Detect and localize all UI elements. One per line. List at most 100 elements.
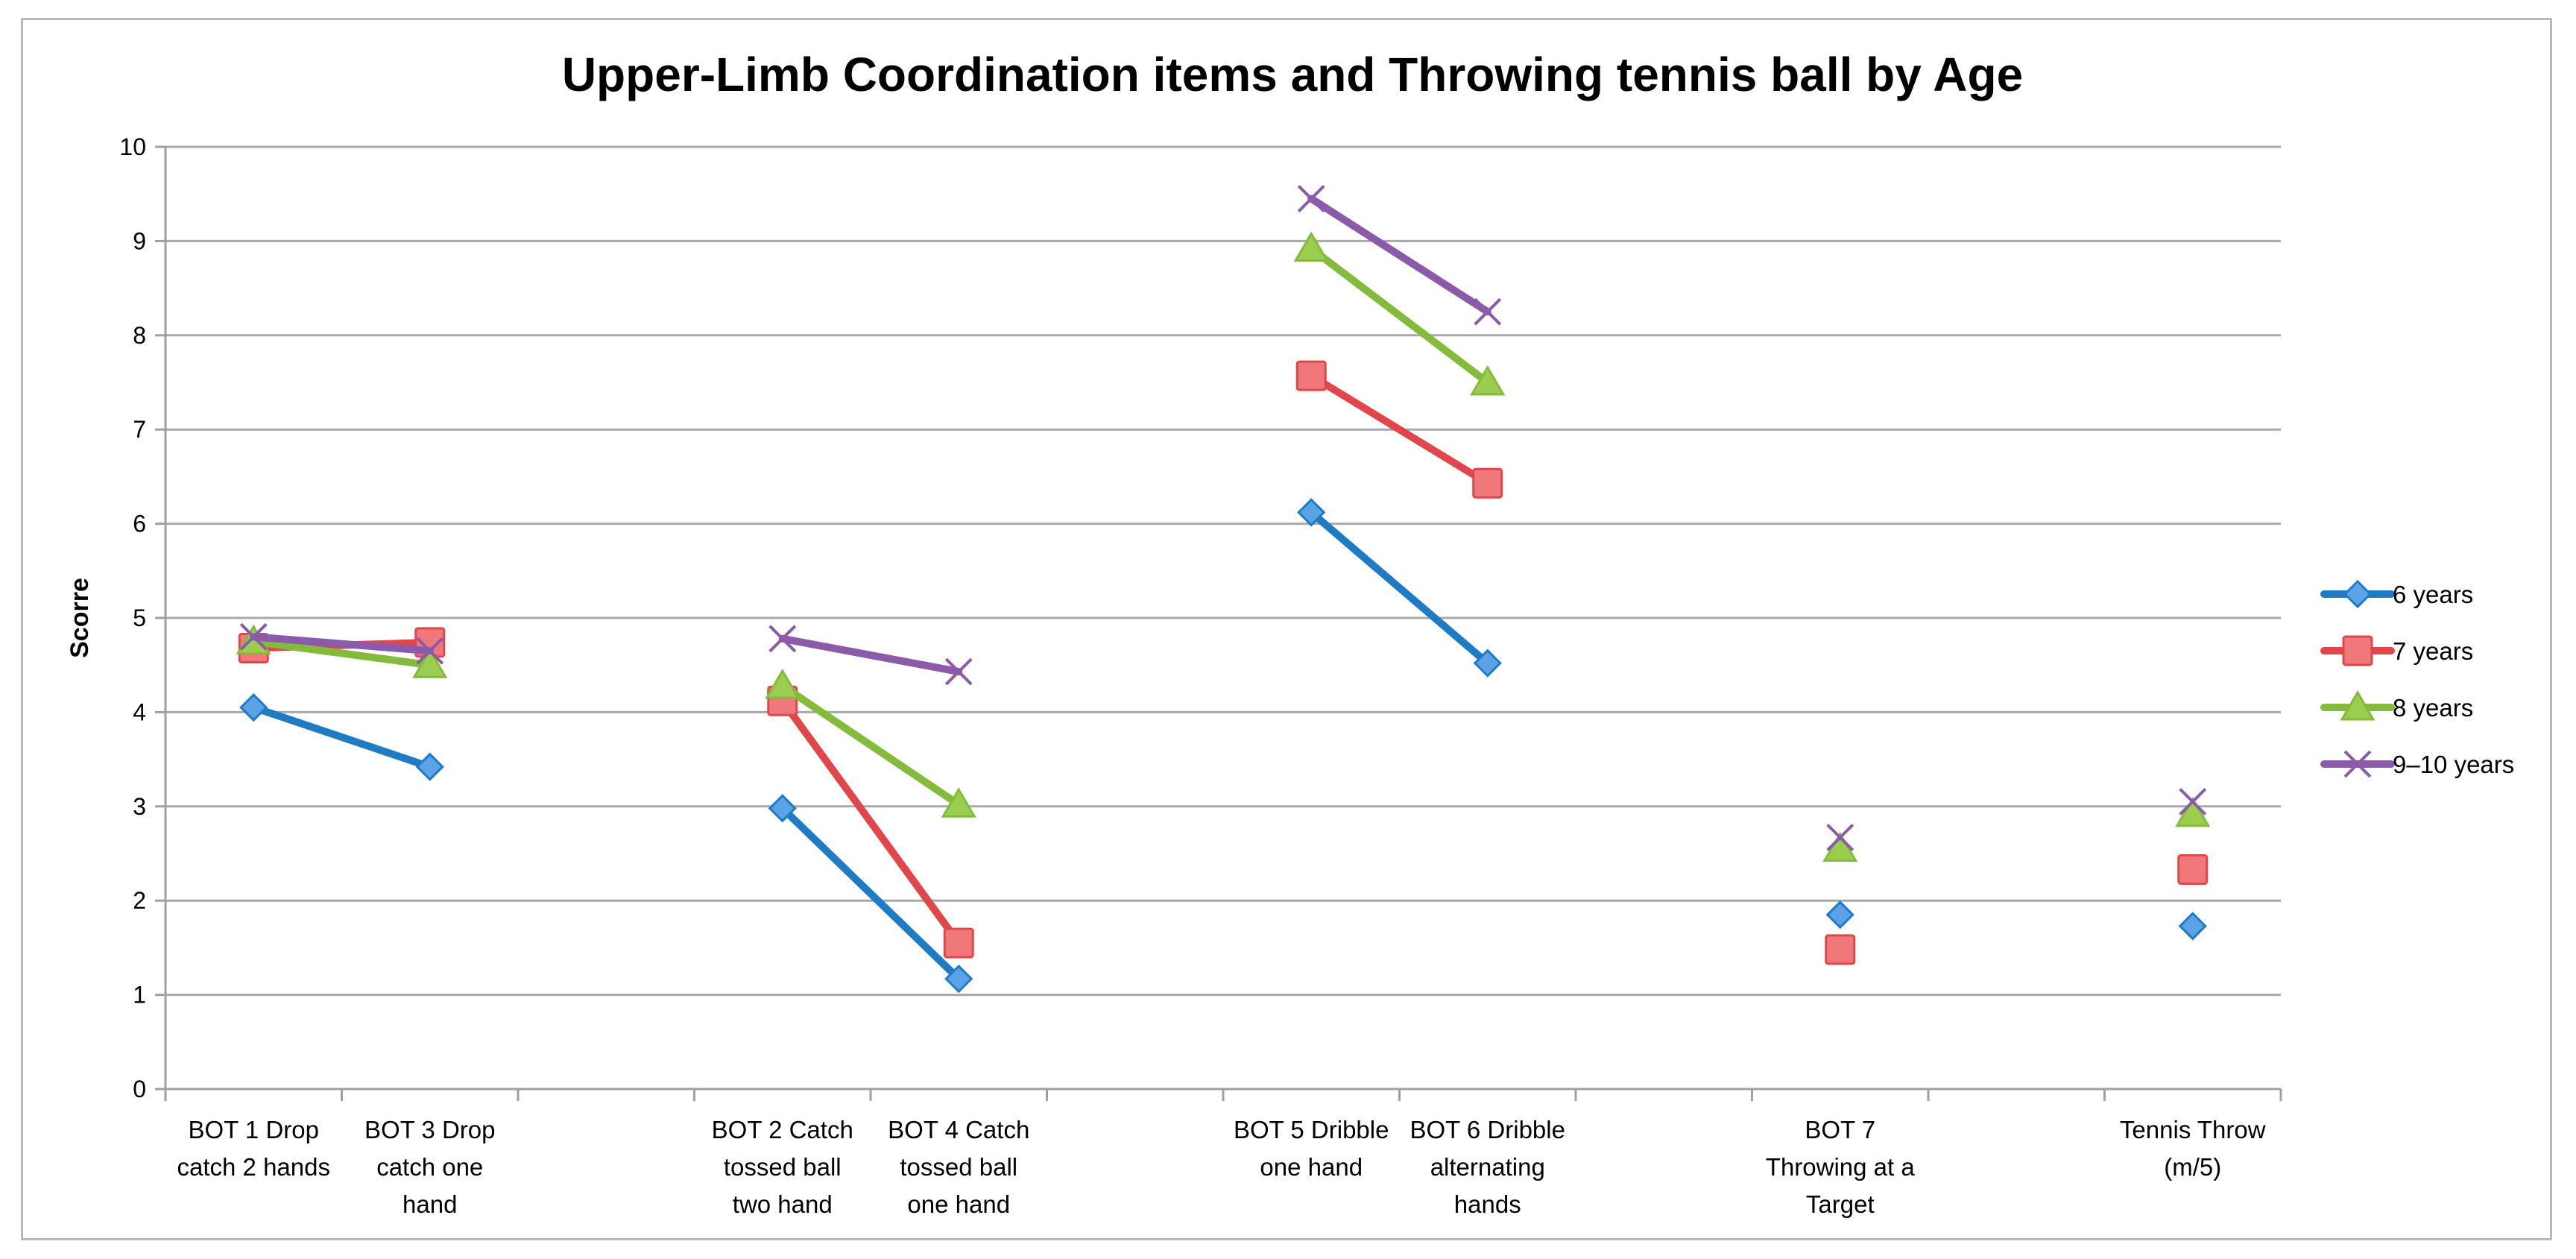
data-point [1293, 231, 1329, 262]
series-line [250, 637, 434, 669]
y-tick-label: 9 [133, 227, 146, 254]
data-point [944, 964, 973, 994]
series-7-years [238, 360, 2209, 965]
data-point [941, 787, 976, 818]
x-stroke [768, 625, 797, 653]
legend-item: 6 years [2320, 579, 2473, 609]
x-tick-label-line: two hand [733, 1190, 833, 1218]
legend-item: 8 years [2320, 690, 2473, 722]
axes [155, 145, 2282, 1101]
x-tick-label-line: BOT 4 Catch [888, 1116, 1029, 1143]
y-tick-label: 10 [119, 133, 146, 160]
series-line [1307, 244, 1491, 386]
y-tick-labels: 0 1 2 3 4 5 6 7 8 9 10 [119, 133, 146, 1102]
x-stroke [416, 637, 444, 665]
series-line [778, 804, 963, 983]
y-axis-label: Scorre [66, 578, 94, 658]
x-stroke [944, 657, 973, 686]
x-tick-label-line: Target [1806, 1190, 1875, 1218]
x-tick-label-line: catch one [376, 1153, 483, 1181]
series-line [1307, 195, 1491, 316]
data-point [765, 669, 801, 699]
data-point [416, 637, 444, 665]
data-point [2179, 788, 2207, 815]
legend-marker [2343, 750, 2372, 778]
data-point [1297, 185, 1325, 212]
x-stroke [2179, 788, 2207, 815]
data-point [1472, 467, 1503, 499]
data-point [1474, 297, 1502, 326]
data-point [2175, 796, 2211, 827]
x-tick-label-line: BOT 6 Dribble [1410, 1116, 1565, 1143]
series-line [778, 682, 963, 809]
gridlines [165, 145, 2281, 997]
x-tick-label: BOT 1 Drop catch 2 hands [177, 1116, 330, 1181]
legend: 6 years 7 years 8 years 9–10 years [2320, 579, 2514, 778]
legend-label: 8 years [2393, 694, 2473, 722]
x-tick-label-line: BOT 3 Drop [364, 1116, 495, 1143]
legend-label: 7 years [2393, 637, 2473, 665]
legend-label: 6 years [2393, 581, 2473, 608]
y-tick-label: 5 [133, 605, 146, 631]
series-line [778, 634, 963, 676]
y-tick-label: 0 [133, 1076, 146, 1102]
series-8-years [236, 231, 2211, 862]
x-tick-label-line: alternating [1430, 1153, 1545, 1181]
data-point [415, 752, 444, 781]
x-tick-label-line: BOT 1 Drop [189, 1116, 319, 1143]
x-tick-label-line: catch 2 hands [177, 1153, 330, 1181]
series-group [236, 185, 2211, 994]
y-tick-label: 6 [133, 511, 146, 537]
data-point [1295, 360, 1327, 391]
data-point [1825, 934, 1856, 965]
x-stroke [239, 622, 268, 651]
x-stroke [1826, 824, 1854, 851]
x-tick-label-line: tossed ball [900, 1153, 1017, 1181]
x-tick-label-line: Tennis Throw [2120, 1116, 2266, 1143]
data-point [2178, 912, 2207, 941]
x-tick-label-line: tossed ball [724, 1153, 842, 1181]
y-tick-label: 7 [133, 416, 146, 443]
x-stroke [1297, 185, 1325, 212]
x-tick-label-line: one hand [1260, 1153, 1363, 1181]
data-point [1826, 824, 1854, 851]
legend-item: 7 years [2320, 635, 2473, 666]
x-tick-label-line: BOT 2 Catch [712, 1116, 853, 1143]
x-tick-label-line: Throwing at a [1766, 1153, 1916, 1181]
data-point [943, 927, 974, 959]
x-tick-label-line: (m/5) [2164, 1153, 2221, 1181]
chart-title: Upper-Limb Coordination items and Throwi… [562, 48, 2023, 101]
y-tick-label: 4 [133, 698, 146, 725]
data-point [1297, 498, 1326, 527]
x-stroke [1474, 297, 1502, 326]
data-point [239, 622, 268, 651]
x-tick-label-line: one hand [907, 1190, 1010, 1218]
legend-marker [2343, 579, 2373, 609]
series-line [250, 704, 434, 771]
x-tick-label-line: BOT 5 Dribble [1234, 1116, 1389, 1143]
series-line [778, 697, 963, 947]
data-point [1470, 365, 1506, 396]
x-tick-label: BOT 7 Throwing at a Target [1766, 1116, 1916, 1218]
series-line [250, 633, 434, 655]
x-tick-label: BOT 3 Drop catch one hand [364, 1116, 495, 1218]
x-tick-label-line: hand [402, 1190, 457, 1218]
y-tick-label: 8 [133, 322, 146, 349]
data-point [768, 794, 797, 823]
x-tick-label: Tennis Throw (m/5) [2120, 1116, 2266, 1181]
data-point [1473, 649, 1502, 678]
series-line [1307, 372, 1491, 487]
legend-marker [2340, 690, 2375, 721]
x-stroke [2343, 750, 2372, 778]
series-line [1307, 508, 1491, 667]
data-point [768, 625, 797, 653]
y-tick-label: 1 [133, 982, 146, 1009]
y-tick-label: 3 [133, 793, 146, 820]
legend-item: 9–10 years [2320, 750, 2514, 778]
x-tick-label: BOT 4 Catch tossed ball one hand [888, 1116, 1029, 1218]
y-tick-label: 2 [133, 887, 146, 914]
x-tick-label: BOT 5 Dribble one hand [1234, 1116, 1389, 1181]
data-point [1825, 900, 1854, 930]
data-point [944, 657, 973, 686]
